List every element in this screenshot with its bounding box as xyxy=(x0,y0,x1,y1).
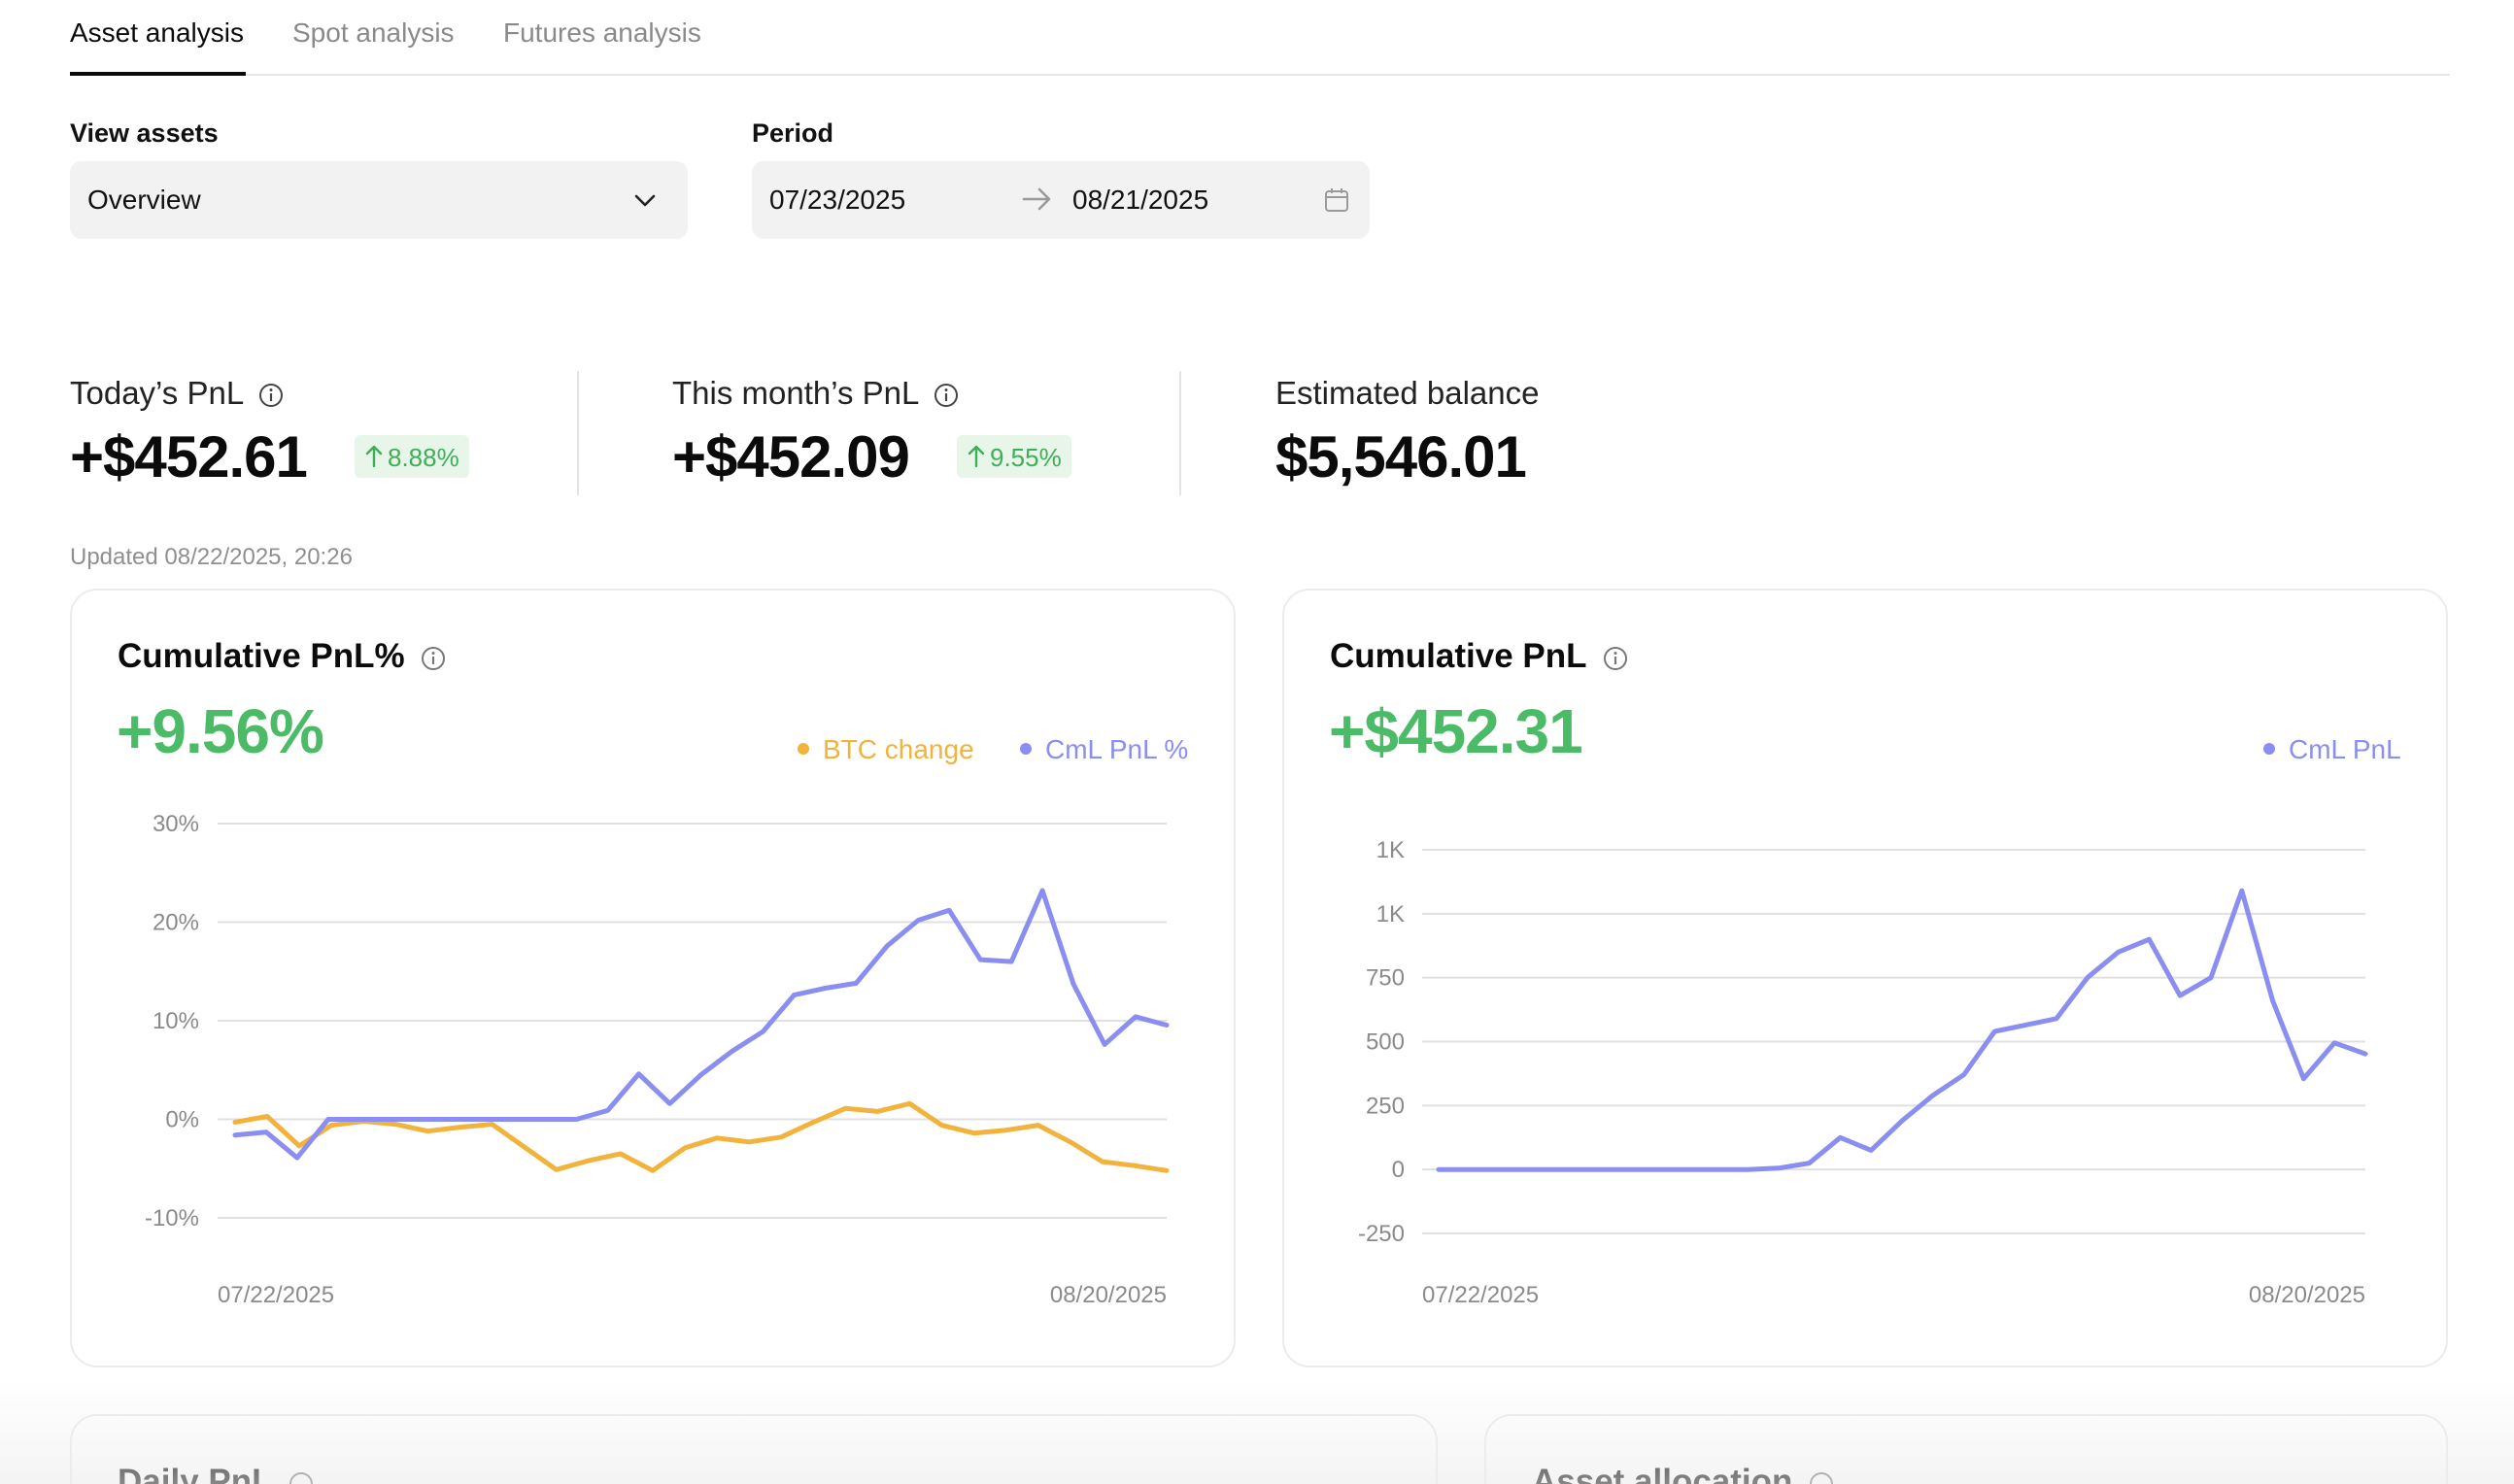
view-assets-select[interactable]: Overview xyxy=(70,161,688,239)
cumulative-pnl-value: +$452.31 xyxy=(1329,696,1583,766)
estimated-balance-value: $5,546.01 xyxy=(1275,424,1527,489)
x-tick-label: 07/22/2025 xyxy=(218,1282,334,1308)
month-pnl-label-text: This month’s PnL xyxy=(672,375,919,411)
series-line-cml-pnl xyxy=(1436,888,2368,1172)
asset-allocation-title: Asset allocation xyxy=(1532,1463,1835,1484)
info-icon[interactable] xyxy=(420,645,447,672)
legend-dot-cml xyxy=(2263,742,2275,755)
series-line-cml-pnl xyxy=(232,888,1170,1161)
y-tick-label: 0% xyxy=(165,1107,199,1133)
asset-allocation-title-text: Asset allocation xyxy=(1532,1463,1793,1484)
period-start-date[interactable]: 07/23/2025 xyxy=(769,185,906,215)
estimated-balance-label: Estimated balance xyxy=(1275,375,1540,411)
view-assets-label: View assets xyxy=(70,118,219,148)
chevron-down-icon xyxy=(634,194,656,207)
legend-dot-btc xyxy=(798,742,809,755)
updated-timestamp: Updated 08/22/2025, 20:26 xyxy=(70,544,353,570)
todays-pnl-label: Today’s PnL xyxy=(70,375,285,412)
month-pnl-change-badge: 9.55% xyxy=(957,435,1071,478)
todays-pnl-label-text: Today’s PnL xyxy=(70,375,243,411)
y-tick-label: 750 xyxy=(1366,965,1405,992)
period-label: Period xyxy=(752,118,834,148)
x-tick-label: 08/20/2025 xyxy=(1050,1282,1167,1308)
todays-pnl-value: +$452.61 xyxy=(70,424,308,489)
legend-cml-pnl-percent[interactable]: CmL PnL % xyxy=(1020,734,1188,765)
y-tick-label: 1K xyxy=(1376,901,1405,928)
todays-pnl-change-badge: 8.88% xyxy=(355,435,469,478)
info-icon[interactable] xyxy=(1602,645,1629,672)
y-tick-label: 20% xyxy=(153,910,199,936)
info-icon[interactable] xyxy=(257,382,285,409)
tab-futures-analysis[interactable]: Futures analysis xyxy=(503,17,701,48)
tab-asset-analysis[interactable]: Asset analysis xyxy=(70,17,244,48)
arrow-up-icon xyxy=(365,445,383,468)
month-pnl-change: 9.55% xyxy=(990,443,1062,472)
arrow-up-icon xyxy=(968,445,985,468)
tab-bar: Asset analysis Spot analysis Futures ana… xyxy=(70,0,2450,76)
legend-btc-change[interactable]: BTC change xyxy=(798,734,974,765)
y-tick-label: 1K xyxy=(1376,837,1405,863)
stat-divider xyxy=(577,371,579,495)
cumulative-pnl-percent-value: +9.56% xyxy=(117,696,324,766)
cumulative-pnl-percent-title-text: Cumulative PnL% xyxy=(118,637,405,675)
y-tick-label: 500 xyxy=(1366,1029,1405,1056)
cumulative-pnl-title-text: Cumulative PnL xyxy=(1330,637,1586,675)
legend-btc-label: BTC change xyxy=(823,734,974,764)
x-tick-label: 08/20/2025 xyxy=(2249,1282,2365,1308)
period-date-range[interactable]: 07/23/2025 08/21/2025 xyxy=(752,161,1370,239)
active-tab-indicator xyxy=(70,72,246,76)
view-assets-value: Overview xyxy=(87,185,201,215)
info-icon[interactable] xyxy=(933,382,960,409)
y-tick-label: 250 xyxy=(1366,1093,1405,1119)
y-tick-label: -250 xyxy=(1358,1221,1405,1247)
daily-pnl-title-text: Daily PnL xyxy=(118,1463,272,1484)
todays-pnl-change: 8.88% xyxy=(388,443,459,472)
x-tick-label: 07/22/2025 xyxy=(1422,1282,1539,1308)
legend-cml-label: CmL PnL % xyxy=(1045,734,1189,764)
period-end-date[interactable]: 08/21/2025 xyxy=(1072,185,1209,215)
info-icon[interactable] xyxy=(288,1470,315,1484)
cumulative-pnl-percent-card xyxy=(70,589,1236,1367)
daily-pnl-title: Daily PnL xyxy=(118,1463,315,1484)
stat-divider xyxy=(1179,371,1181,495)
arrow-right-icon xyxy=(1022,187,1051,211)
legend-dot-cml xyxy=(1020,742,1032,755)
cumulative-pnl-title: Cumulative PnL xyxy=(1330,637,1629,676)
y-tick-label: 30% xyxy=(153,811,199,837)
legend-cml-pnl-label: CmL PnL xyxy=(2289,734,2401,764)
series-line-btc-change xyxy=(232,1100,1170,1173)
month-pnl-label: This month’s PnL xyxy=(672,375,960,412)
y-tick-label: 0 xyxy=(1392,1157,1405,1183)
y-tick-label: -10% xyxy=(145,1205,199,1231)
calendar-icon[interactable] xyxy=(1323,186,1350,214)
cumulative-pnl-percent-title: Cumulative PnL% xyxy=(118,637,447,676)
month-pnl-value: +$452.09 xyxy=(672,424,910,489)
tab-spot-analysis[interactable]: Spot analysis xyxy=(292,17,455,48)
info-icon[interactable] xyxy=(1808,1470,1835,1484)
y-tick-label: 10% xyxy=(153,1008,199,1034)
legend-cml-pnl[interactable]: CmL PnL xyxy=(2263,734,2401,765)
